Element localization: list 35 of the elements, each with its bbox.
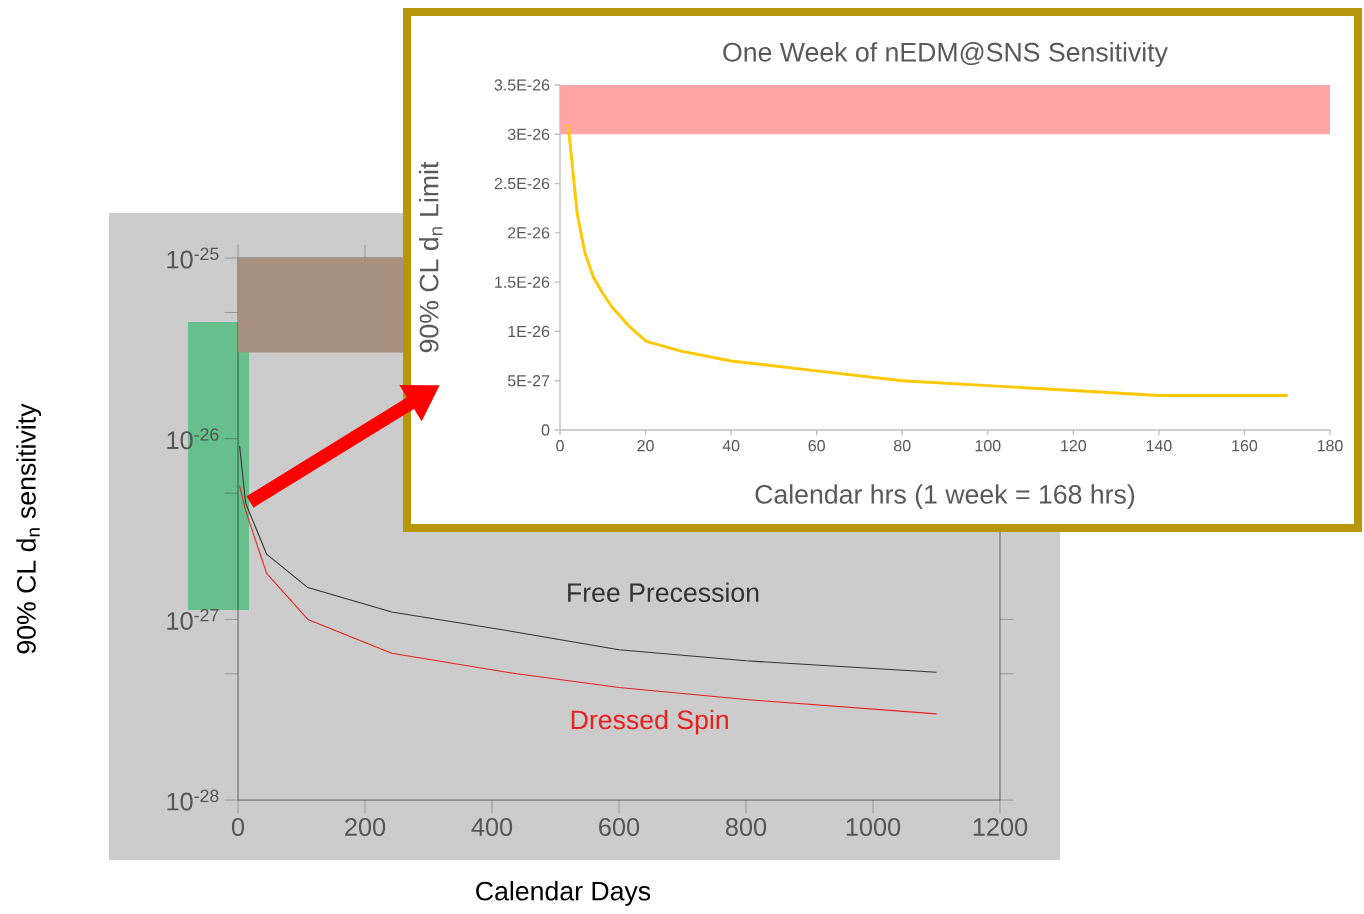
x-tick-label: 80 — [894, 440, 911, 452]
x-tick-label: 100 — [975, 440, 1001, 452]
x-tick-label: 20 — [637, 440, 654, 452]
y-axis-title: 90% CL d$_{n}$ Limit — [418, 161, 443, 353]
x-axis-title: Calendar hrs (1 week = 168 hrs) — [755, 484, 1135, 510]
chart-title: One Week of nEDM@SNS Sensitivity — [723, 42, 1168, 67]
y-axis-title: 90% CL d$_{n}$ sensitivity — [16, 403, 42, 654]
y-tick-label: 3.5E-26 — [494, 79, 550, 91]
y-tick-label: 1.5E-26 — [495, 276, 550, 288]
y-tick-label: 3E-26 — [507, 128, 550, 140]
x-tick-label: 600 — [599, 818, 640, 836]
series-label: Dressed Spin — [571, 709, 728, 735]
x-tick-label: 140 — [1146, 440, 1172, 452]
series-label: Free Precession — [568, 582, 759, 603]
y-tick-label: 10$^{-28}$ — [167, 789, 219, 811]
x-axis-title: Calendar Days — [476, 880, 651, 906]
x-tick-label: 800 — [725, 818, 767, 836]
x-tick-label: 160 — [1232, 440, 1258, 452]
x-tick-label: 120 — [1061, 440, 1087, 452]
y-tick-label: 5E-27 — [507, 375, 550, 387]
x-tick-label: 180 — [1317, 440, 1343, 452]
x-tick-label: 0 — [556, 440, 564, 452]
x-tick-label: 200 — [345, 818, 386, 836]
x-tick-label: 60 — [808, 440, 825, 452]
y-tick-label: 10$^{-25}$ — [167, 247, 219, 269]
x-tick-label: 0 — [231, 818, 245, 836]
y-tick-label: 1E-26 — [508, 325, 550, 338]
x-tick-label: 1200 — [973, 818, 1028, 836]
y-tick-label: 2.5E-26 — [494, 177, 550, 190]
x-tick-label: 1000 — [846, 818, 901, 836]
x-tick-label: 40 — [722, 440, 740, 452]
y-tick-label: 10$^{-27}$ — [167, 608, 219, 630]
x-tick-label: 400 — [471, 818, 513, 836]
y-tick-label: 2E-26 — [508, 227, 550, 239]
y-tick-label: 0 — [541, 424, 550, 436]
